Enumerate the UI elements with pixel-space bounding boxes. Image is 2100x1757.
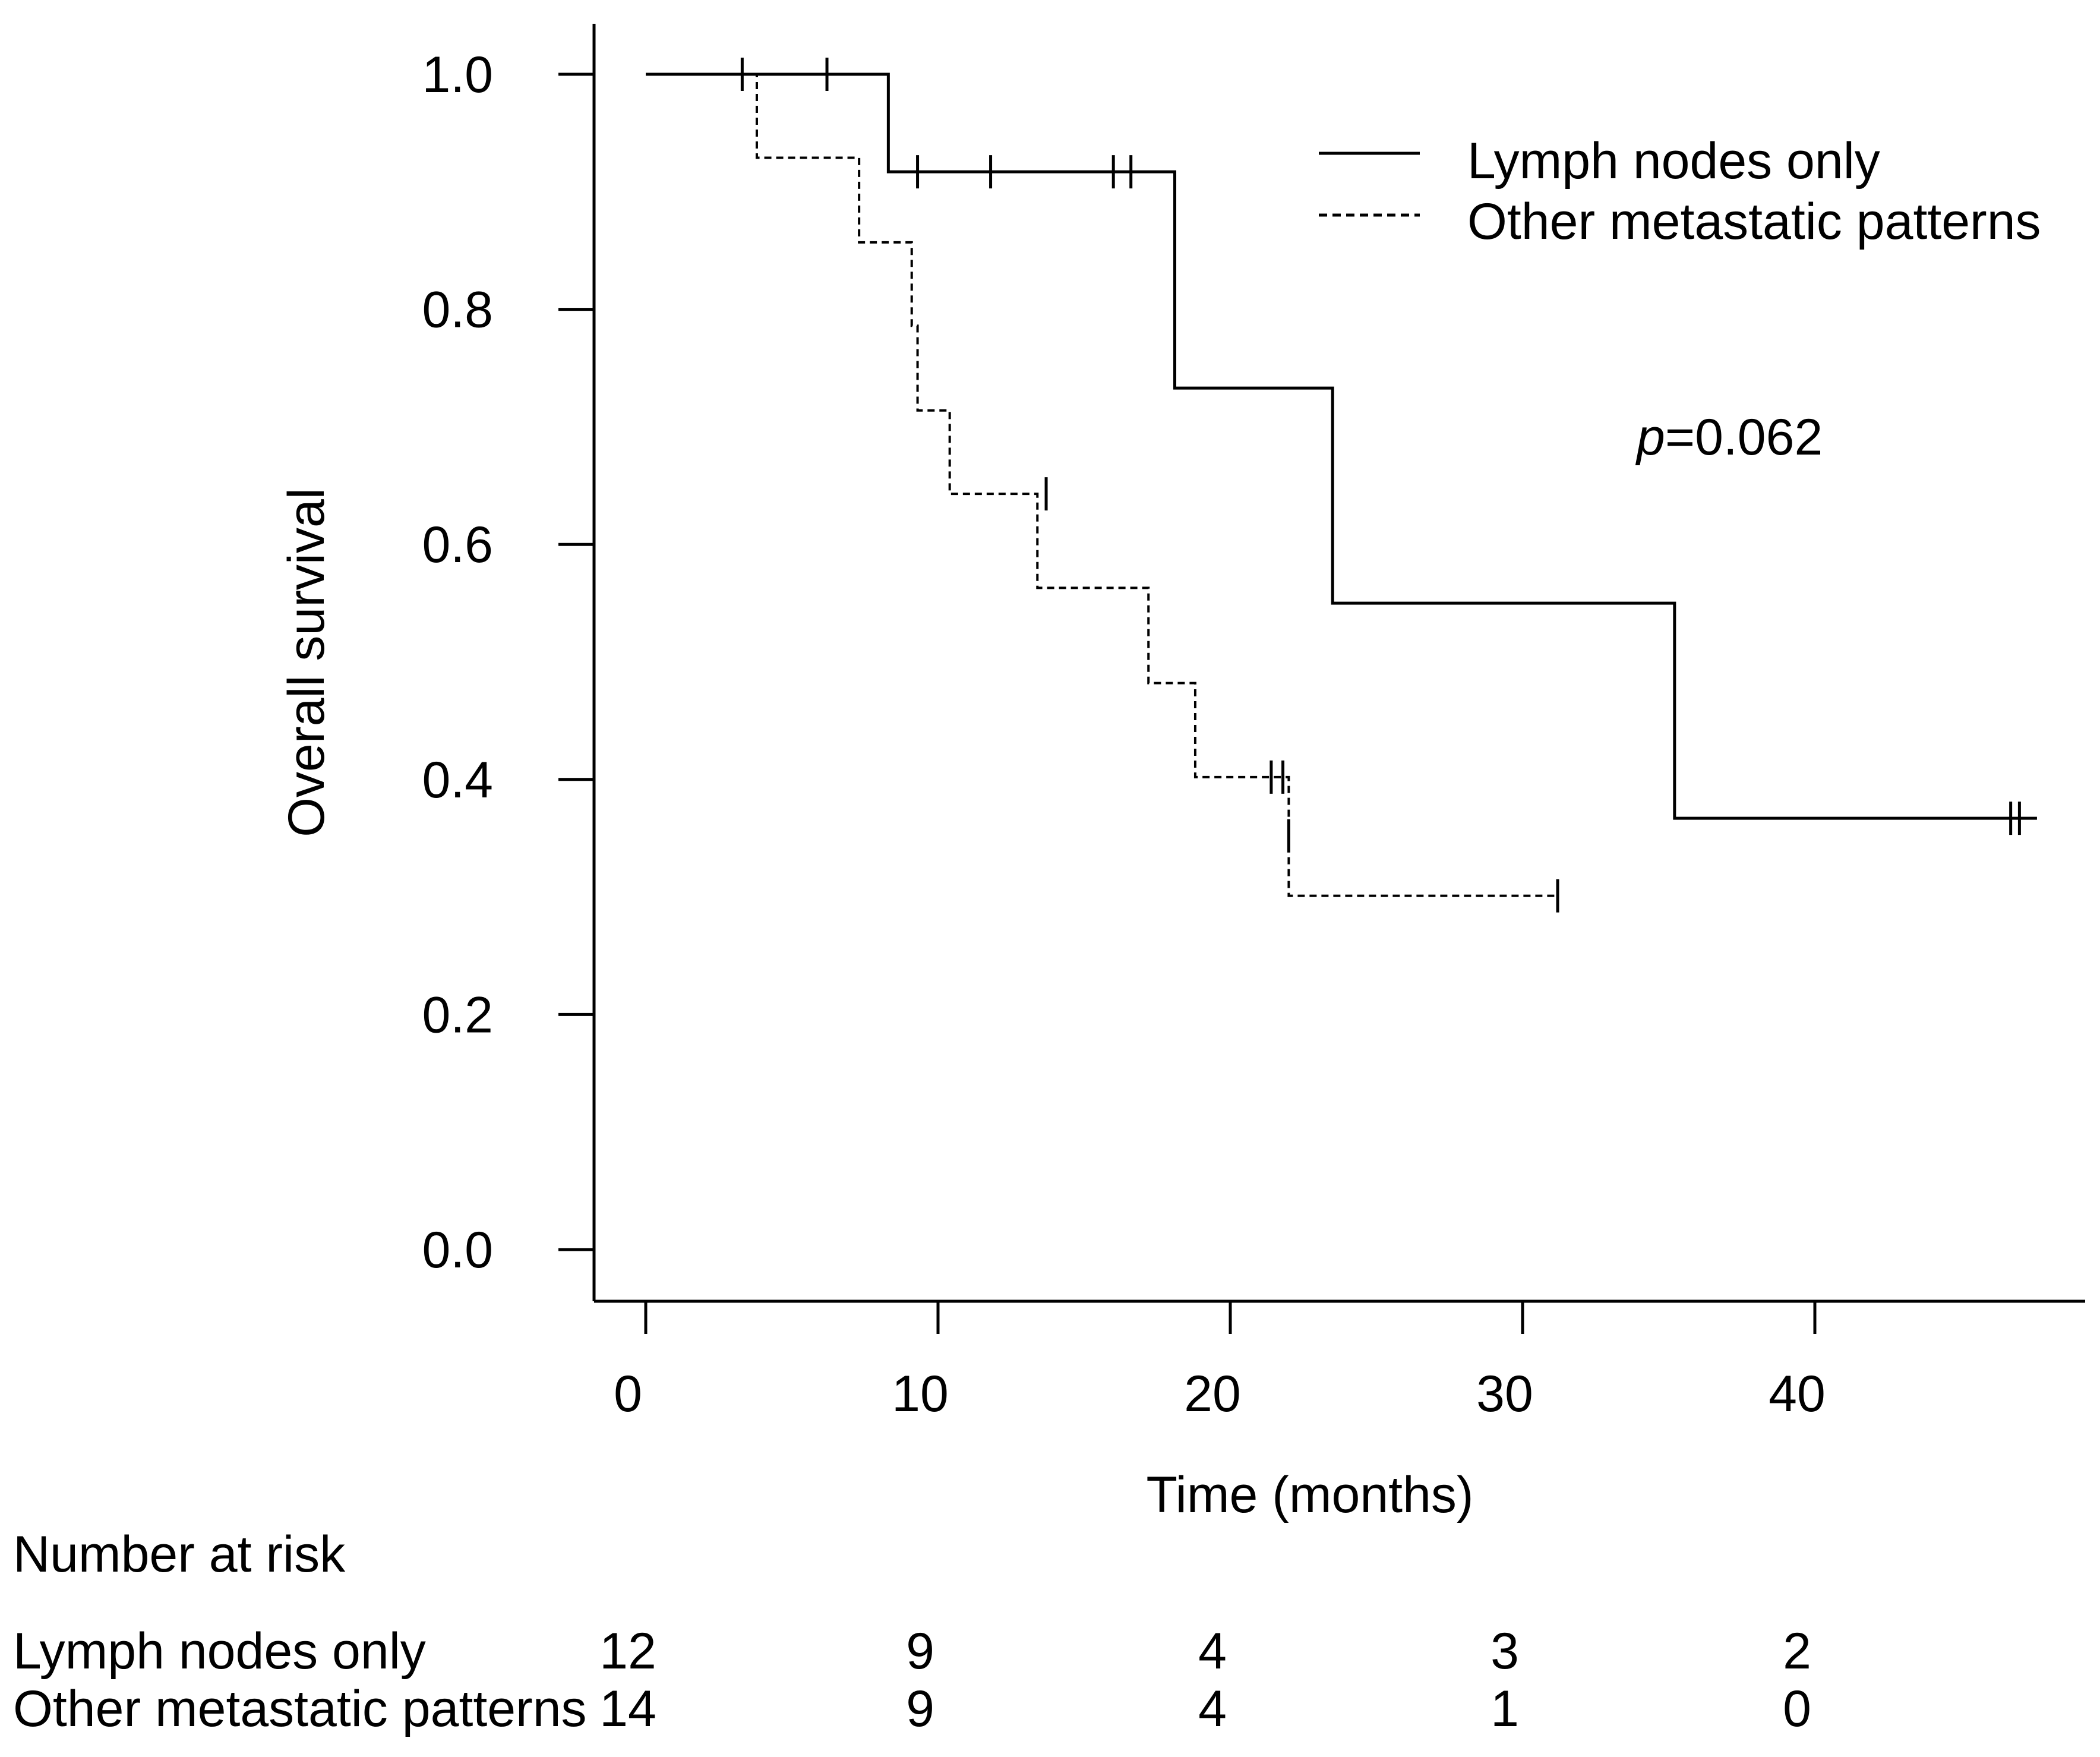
x-ticks: 0 10 20 30 40 — [614, 1301, 1826, 1422]
y-tick-label: 0.8 — [422, 282, 493, 339]
x-tick-label: 40 — [1769, 1365, 1826, 1422]
legend-label-other-patterns: Other metastatic patterns — [1467, 193, 2041, 250]
legend-label-lymph-nodes: Lymph nodes only — [1467, 133, 1880, 190]
risk-value: 12 — [599, 1623, 656, 1680]
risk-value: 9 — [906, 1680, 934, 1737]
x-tick-label: 30 — [1476, 1365, 1533, 1422]
risk-value: 4 — [1198, 1623, 1227, 1680]
censor-marks — [740, 58, 2021, 913]
x-tick-label: 20 — [1184, 1365, 1241, 1422]
y-tick-label: 0.2 — [422, 986, 493, 1043]
x-axis-title: Time (months) — [1146, 1466, 1473, 1523]
risk-value: 1 — [1490, 1680, 1519, 1737]
survival-curve-other-patterns — [646, 73, 1558, 897]
risk-values: 12 9 4 3 2 14 9 4 1 0 — [599, 1623, 1811, 1737]
legend: Lymph nodes only Other metastatic patter… — [1319, 133, 2041, 250]
risk-table-title: Number at risk — [13, 1526, 346, 1583]
risk-value: 2 — [1783, 1623, 1811, 1680]
y-tick-label: 0.4 — [422, 752, 493, 809]
risk-value: 14 — [599, 1680, 656, 1737]
x-tick-label: 0 — [614, 1365, 642, 1422]
risk-row-label-other-patterns: Other metastatic patterns — [13, 1680, 587, 1737]
y-tick-label: 0.0 — [422, 1222, 493, 1279]
y-ticks: 0.0 0.2 0.4 0.6 0.8 1.0 — [422, 46, 594, 1279]
x-tick-label: 10 — [892, 1365, 949, 1422]
risk-value: 9 — [906, 1623, 934, 1680]
survival-curves — [646, 72, 2037, 897]
risk-value: 4 — [1198, 1680, 1227, 1737]
y-tick-label: 0.6 — [422, 516, 493, 573]
risk-row-label-lymph-nodes: Lymph nodes only — [13, 1623, 426, 1680]
risk-value: 0 — [1783, 1680, 1811, 1737]
y-tick-label: 1.0 — [422, 46, 493, 103]
p-value-annotation: p=0.062 — [1635, 409, 1823, 466]
y-axis-title: Overall survival — [278, 488, 335, 837]
survival-curve-lymph-nodes — [646, 72, 2037, 820]
risk-value: 3 — [1490, 1623, 1519, 1680]
